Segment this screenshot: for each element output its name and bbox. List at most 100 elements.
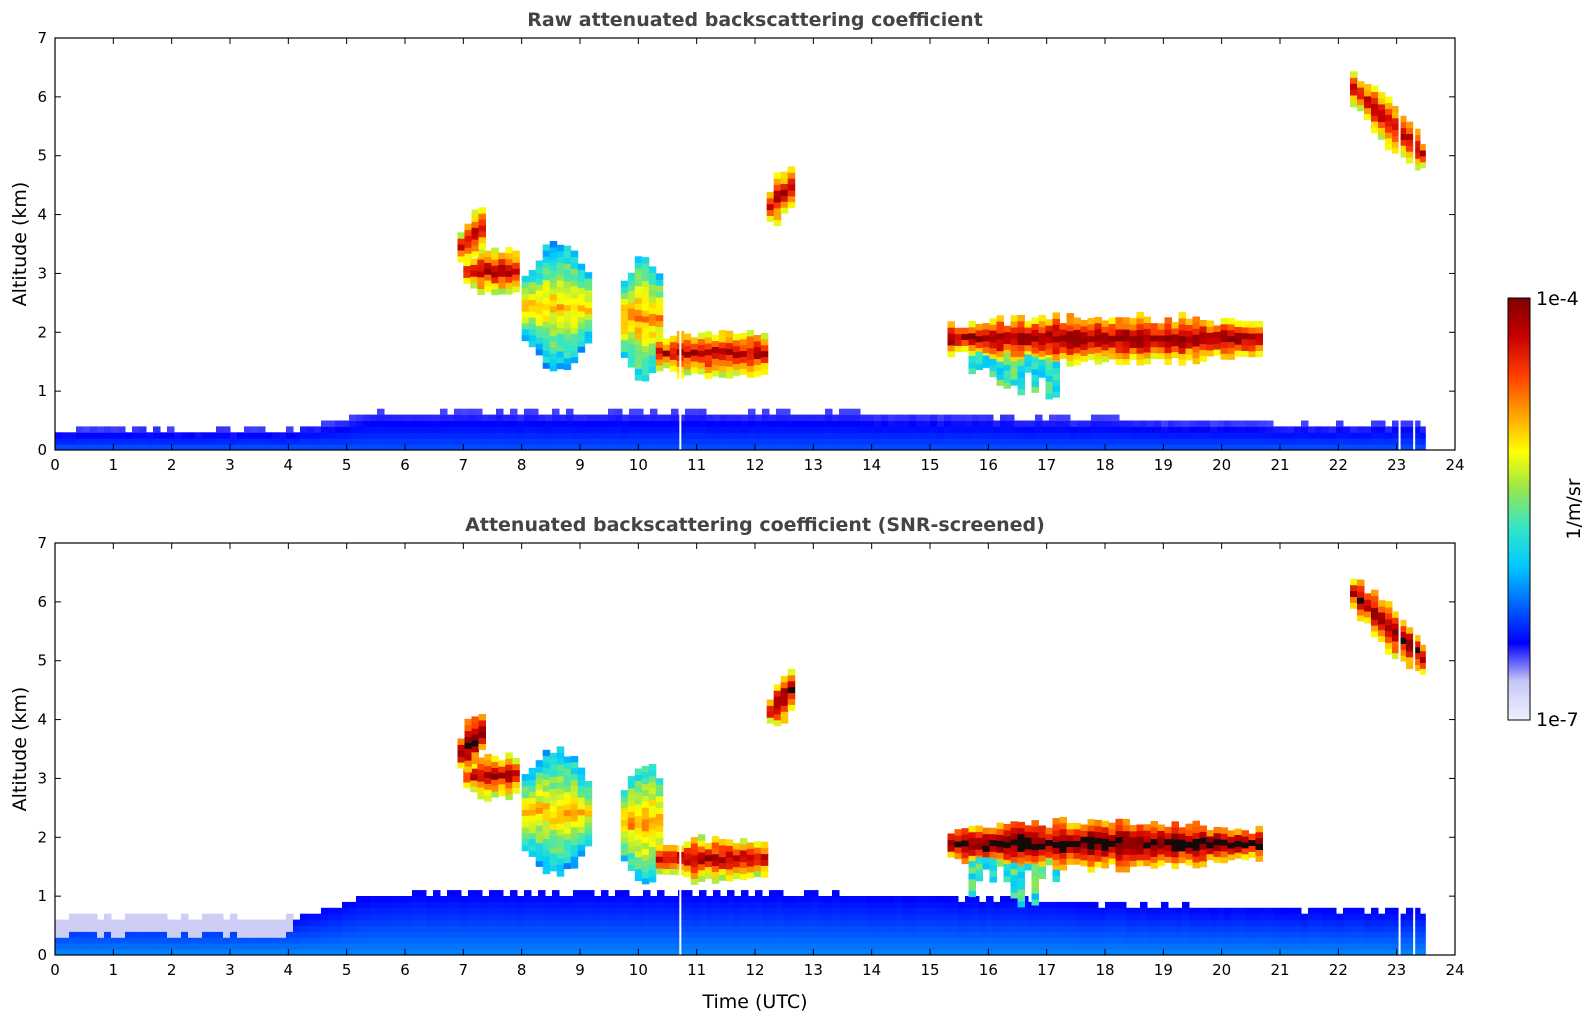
heatmap-cell (972, 901, 980, 909)
heatmap-cell (753, 847, 762, 854)
heatmap-cell (692, 420, 700, 427)
heatmap-cell (648, 349, 657, 356)
heatmap-cell (1357, 591, 1365, 598)
heatmap-cell (244, 943, 252, 950)
heatmap-cell (139, 919, 147, 926)
heatmap-cell (470, 282, 478, 289)
heatmap-cell (1255, 326, 1263, 334)
heatmap-cell (797, 901, 805, 909)
heatmap-cell (111, 943, 119, 950)
heatmap-cell (528, 838, 537, 846)
heatmap-cell (188, 444, 196, 450)
heatmap-cell (1199, 860, 1207, 868)
heatmap-cell (690, 843, 699, 850)
heatmap-cell (725, 845, 734, 852)
heatmap-cell (1136, 317, 1144, 325)
heatmap-cell (636, 896, 644, 903)
heatmap-cell (1031, 843, 1039, 851)
heatmap-cell (538, 925, 546, 932)
heatmap-cell (1014, 426, 1022, 433)
heatmap-cell (1073, 335, 1081, 342)
heatmap-cell (491, 282, 499, 290)
heatmap-cell (419, 901, 427, 909)
heatmap-cell (739, 332, 748, 340)
heatmap-cell (664, 432, 672, 439)
heatmap-cell (718, 359, 727, 366)
heatmap-cell (1003, 824, 1011, 831)
heatmap-cell (692, 925, 700, 932)
heatmap-cell (1392, 646, 1400, 654)
heatmap-cell (622, 426, 630, 433)
heatmap-cell (279, 432, 287, 439)
heatmap-cell (818, 444, 826, 450)
heatmap-cell (634, 338, 643, 346)
heatmap-cell (90, 925, 98, 932)
heatmap-cell (655, 314, 664, 322)
heatmap-cell (356, 444, 364, 450)
heatmap-cell (498, 760, 506, 767)
heatmap-cell (510, 896, 518, 903)
heatmap-cell (1301, 420, 1309, 427)
heatmap-cell (1301, 949, 1309, 955)
heatmap-cell (975, 857, 983, 864)
heatmap-cell (1087, 830, 1095, 838)
heatmap-cell (1038, 326, 1046, 334)
heatmap-cell (1182, 913, 1190, 921)
heatmap-cell (930, 438, 938, 445)
heatmap-cell (1126, 444, 1134, 450)
heatmap-cell (996, 321, 1004, 328)
heatmap-cell (580, 925, 588, 932)
heatmap-cell (1399, 643, 1407, 650)
heatmap-cell (496, 890, 504, 897)
heatmap-cell (787, 674, 796, 682)
heatmap-cell (545, 414, 553, 421)
heatmap-cell (549, 776, 558, 783)
heatmap-cell (542, 773, 551, 780)
heatmap-cell (510, 919, 518, 926)
heatmap-cell (477, 793, 485, 800)
heatmap-cell (1182, 919, 1190, 926)
heatmap-cell (104, 913, 112, 921)
heatmap-cell (1287, 438, 1295, 445)
heatmap-cell (1105, 937, 1113, 944)
heatmap-cell (1245, 426, 1253, 433)
heatmap-cell (468, 943, 476, 950)
heatmap-cell (881, 913, 889, 921)
heatmap-cell (902, 925, 910, 932)
heatmap-cell (1091, 444, 1099, 450)
heatmap-cell (797, 907, 805, 915)
heatmap-cell (1206, 836, 1214, 843)
x-tick-label: 0 (50, 961, 60, 979)
heatmap-cell (566, 937, 574, 944)
heatmap-cell (746, 866, 755, 873)
heatmap-cell (573, 444, 581, 450)
raw-heatmap (55, 38, 1455, 450)
heatmap-cell (1059, 352, 1067, 359)
heatmap-cell (563, 856, 572, 864)
heatmap-cell (739, 344, 748, 352)
heatmap-cell (811, 937, 819, 944)
x-tick-label: 12 (745, 961, 764, 979)
heatmap-cell (662, 845, 671, 852)
heatmap-cell (563, 850, 572, 858)
heatmap-cell (556, 829, 565, 836)
heatmap-cell (69, 919, 77, 926)
heatmap-cell (419, 925, 427, 932)
heatmap-cell (1185, 853, 1193, 860)
heatmap-cell (498, 288, 506, 295)
heatmap-cell (627, 272, 636, 280)
heatmap-cell (787, 669, 796, 676)
heatmap-cell (470, 780, 478, 787)
heatmap-cell (972, 907, 980, 915)
heatmap-cell (620, 801, 629, 809)
heatmap-cell (755, 931, 763, 938)
heatmap-cell (1164, 850, 1172, 857)
heatmap-cell (1192, 346, 1200, 353)
heatmap-cell (641, 286, 650, 293)
heatmap-cell (1059, 864, 1067, 871)
x-tick-label: 5 (342, 456, 352, 474)
heatmap-cell (769, 444, 777, 450)
heatmap-cell (464, 235, 472, 242)
heatmap-cell (477, 781, 485, 788)
heatmap-cell (947, 344, 955, 352)
